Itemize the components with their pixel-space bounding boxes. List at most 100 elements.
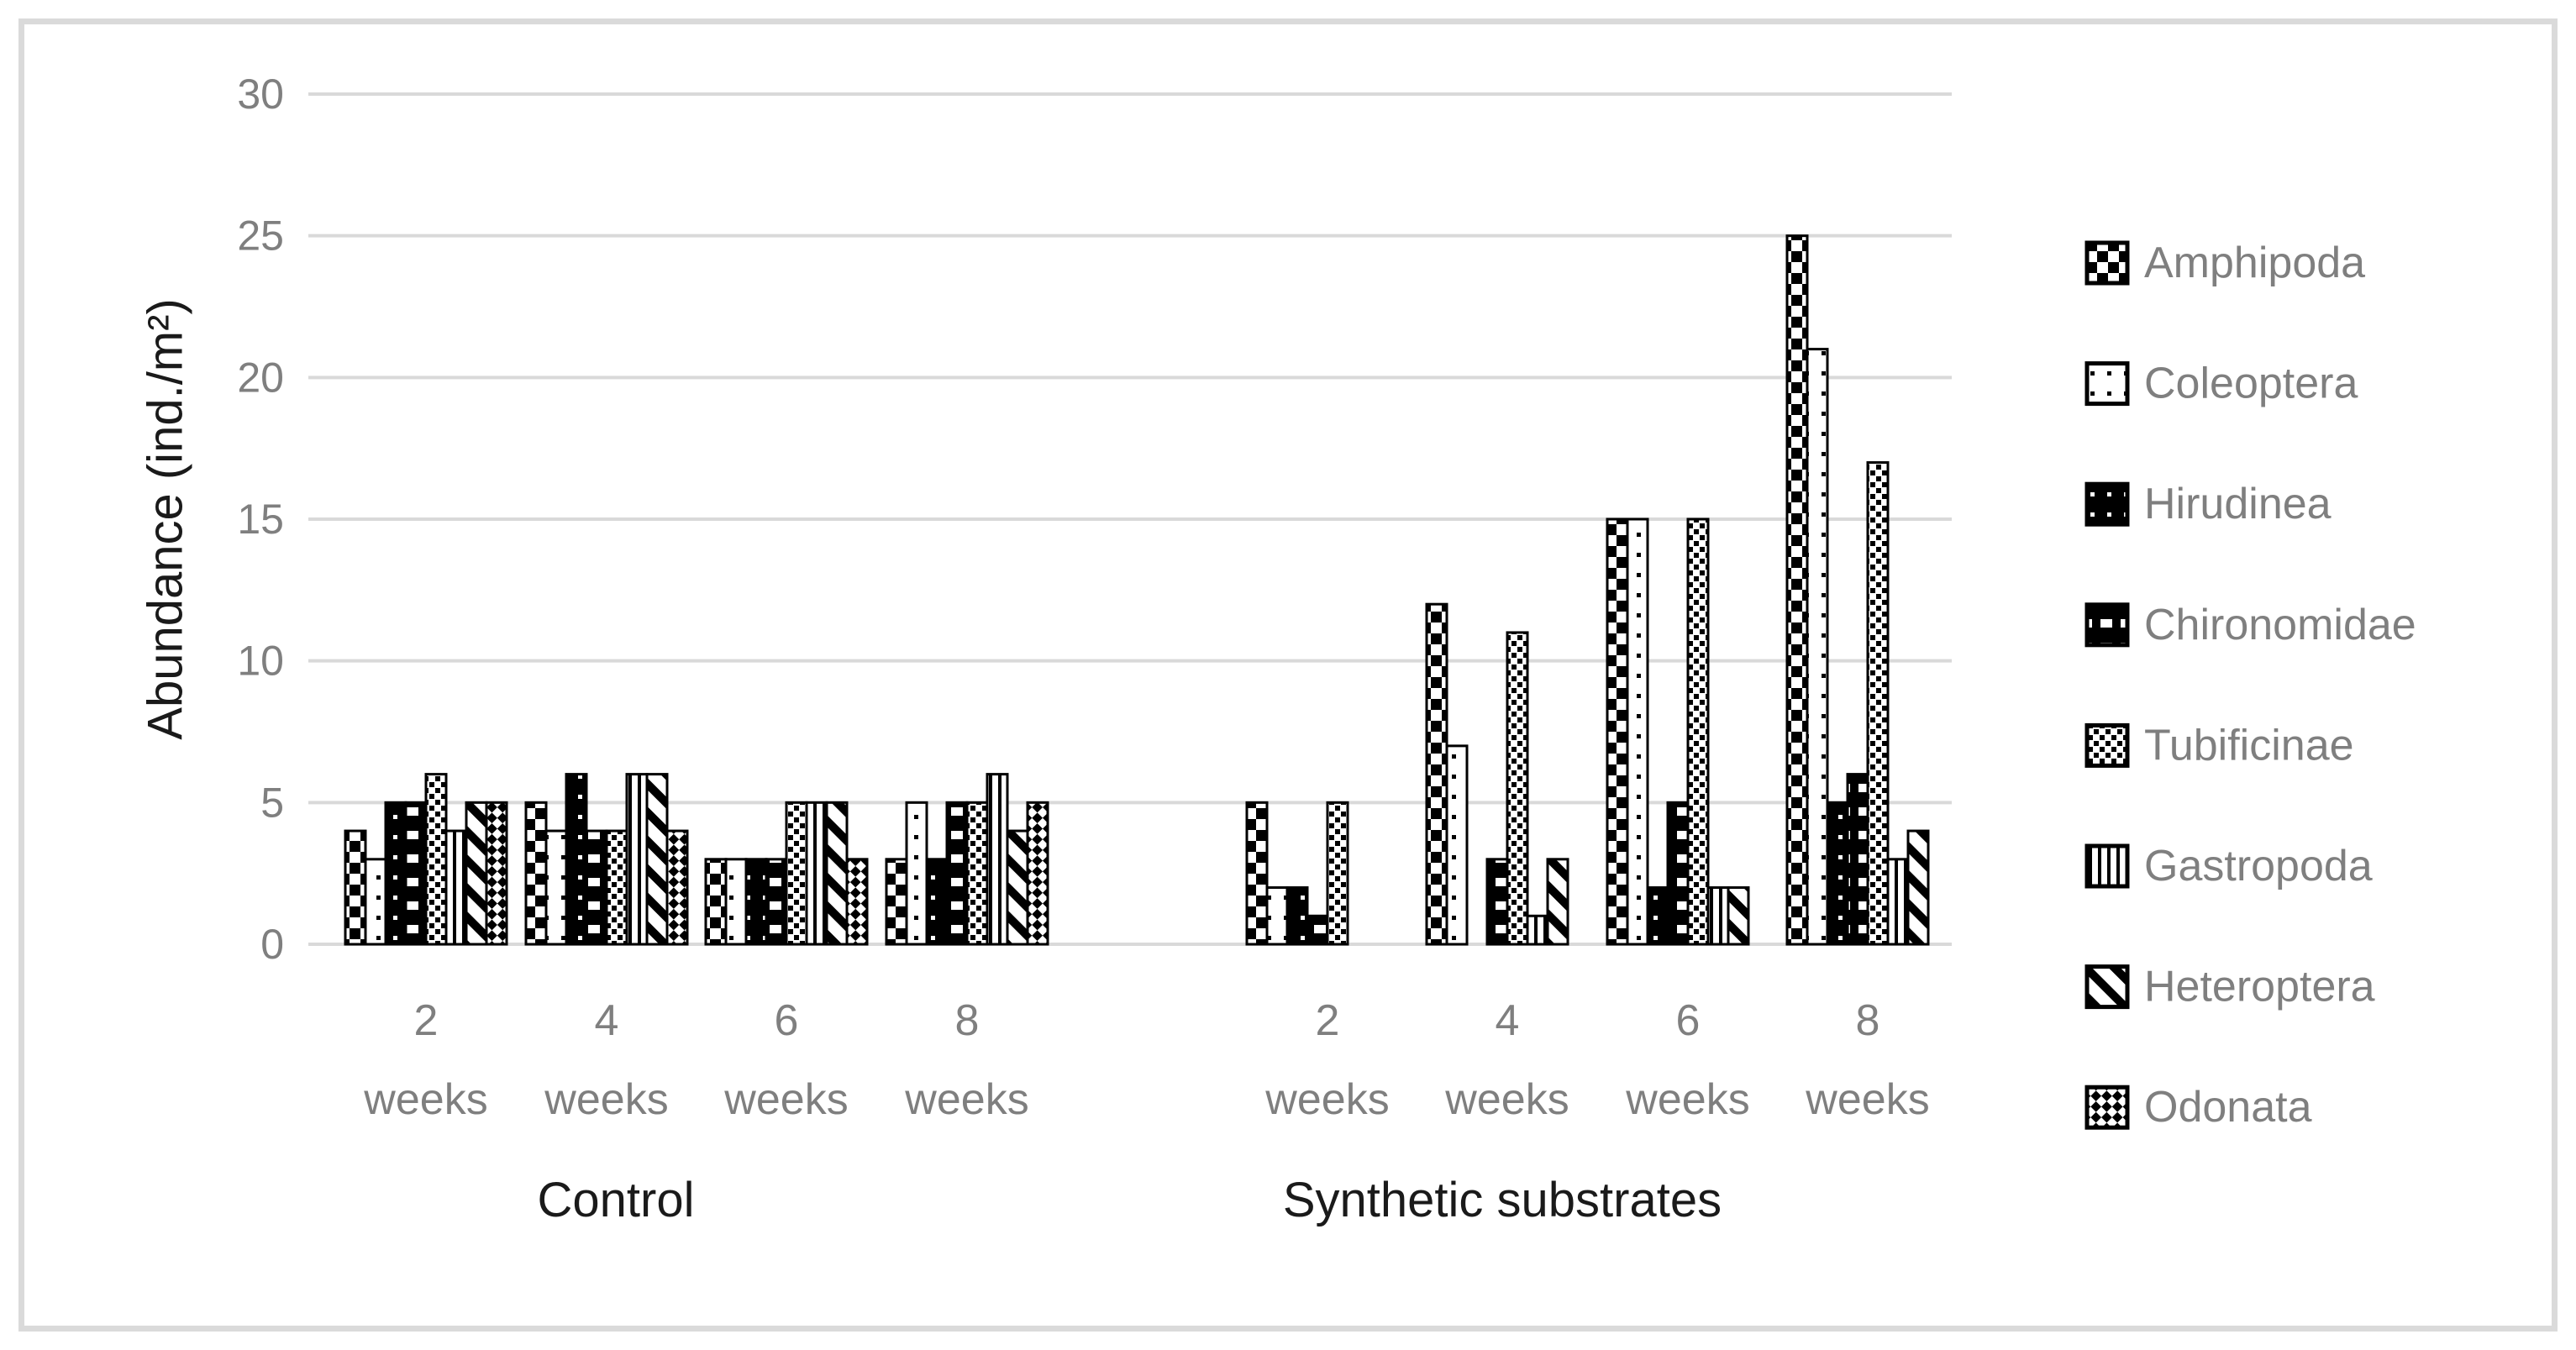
y-axis-title: Abundance (ind./m²) — [139, 298, 193, 739]
bar-odonata-2-weeks — [485, 801, 508, 946]
legend-label: Heteroptera — [2144, 963, 2375, 1011]
x-tick-word: weeks — [363, 1075, 487, 1124]
bar-tubificinae-2-weeks — [424, 773, 448, 946]
legend-swatch-diagonal-check-icon — [2084, 1085, 2130, 1130]
bar-tubificinae-8-weeks — [1866, 461, 1890, 946]
legend-swatch-small-diag-check-icon — [2084, 722, 2130, 768]
legend-item-coleoptera: Coleoptera — [2084, 360, 2358, 408]
bar-gastropoda-8-weeks — [986, 773, 1009, 946]
bar-gastropoda-6-weeks — [805, 801, 828, 946]
bar-heteroptera-4-weeks — [1546, 858, 1569, 946]
y-tick-labels: 0 5 10 15 20 25 30 — [237, 71, 284, 968]
x-tick-word: weeks — [1805, 1075, 1929, 1124]
bar-odonata-6-weeks — [845, 858, 869, 946]
y-tick-label: 0 — [260, 921, 284, 968]
bar-hirudinea-2-weeks — [384, 801, 407, 946]
bar-amphipoda-4-weeks — [1425, 602, 1448, 946]
bar-amphipoda-8-weeks — [1785, 234, 1809, 946]
legend-item-chironomidae: Chironomidae — [2084, 601, 2416, 649]
x-tick-word: weeks — [1444, 1075, 1569, 1124]
bar-amphipoda-4-weeks — [524, 801, 548, 946]
bar-heteroptera-6-weeks — [825, 801, 849, 946]
x-tick-labels: 2 weeks 4 weeks 6 weeks 8 weeks Control 2 weeks 4 we… — [363, 996, 1929, 1227]
legend-label: Amphipoda — [2144, 239, 2365, 287]
legend-swatch-black-dots-on-white-icon — [2084, 361, 2130, 407]
legend-label: Coleoptera — [2144, 360, 2358, 408]
bar-heteroptera-6-weeks — [1727, 886, 1750, 946]
bar-hirudinea-2-weeks — [1285, 886, 1309, 946]
legend-label: Gastropoda — [2144, 842, 2373, 890]
bar-chironomidae-8-weeks — [945, 801, 969, 946]
y-tick-label: 25 — [237, 213, 284, 260]
legend-swatch-white-dots-on-black-icon — [2084, 481, 2130, 527]
bar-coleoptera-4-weeks — [1445, 744, 1469, 946]
bar-chironomidae-4-weeks — [585, 829, 608, 946]
y-tick-label: 20 — [237, 354, 284, 401]
bar-chironomidae-8-weeks — [1846, 773, 1869, 946]
y-tick-label: 15 — [237, 496, 284, 543]
bar-hirudinea-6-weeks — [1646, 886, 1669, 946]
bar-amphipoda-8-weeks — [885, 858, 908, 946]
y-tick-label: 5 — [260, 779, 284, 826]
x-tick-number: 2 — [414, 996, 439, 1045]
x-tick-number: 8 — [1856, 996, 1880, 1045]
legend-swatch-white-dash-on-black-icon — [2084, 602, 2130, 648]
x-tick-number: 6 — [775, 996, 799, 1045]
bar-odonata-4-weeks — [665, 829, 689, 946]
bar-heteroptera-8-weeks — [1906, 829, 1930, 946]
x-tick-number: 4 — [595, 996, 619, 1045]
bar-chironomidae-6-weeks — [1666, 801, 1690, 946]
bar-gastropoda-4-weeks — [625, 773, 649, 946]
bar-hirudinea-8-weeks — [925, 858, 949, 946]
bar-heteroptera-4-weeks — [645, 773, 669, 946]
bar-chironomidae-6-weeks — [765, 858, 788, 946]
bar-chironomidae-2-weeks — [404, 801, 428, 946]
bar-gastropoda-8-weeks — [1886, 858, 1910, 946]
x-tick-number: 4 — [1496, 996, 1520, 1045]
bar-coleoptera-2-weeks — [1265, 886, 1289, 946]
section-label: Synthetic substrates — [1283, 1173, 1722, 1227]
bar-chironomidae-4-weeks — [1485, 858, 1509, 946]
y-tick-label: 10 — [237, 638, 284, 685]
bar-odonata-8-weeks — [1026, 801, 1049, 946]
x-tick-word: weeks — [904, 1075, 1028, 1124]
bar-tubificinae-4-weeks — [1506, 631, 1529, 946]
bars — [344, 234, 1930, 946]
bar-coleoptera-8-weeks — [905, 801, 928, 946]
legend-item-odonata: Odonata — [2084, 1083, 2312, 1132]
legend-swatch-big-check-icon — [2084, 240, 2130, 286]
bar-heteroptera-2-weeks — [465, 801, 488, 946]
bar-amphipoda-6-weeks — [704, 858, 728, 946]
legend-item-gastropoda: Gastropoda — [2084, 842, 2373, 890]
bar-gastropoda-2-weeks — [444, 829, 468, 946]
bar-coleoptera-6-weeks — [1626, 517, 1649, 946]
x-tick-number: 8 — [955, 996, 980, 1045]
legend-item-hirudinea: Hirudinea — [2084, 480, 2332, 528]
bar-tubificinae-2-weeks — [1326, 801, 1349, 946]
bar-gastropoda-6-weeks — [1706, 886, 1730, 946]
bar-amphipoda-2-weeks — [344, 829, 367, 946]
bar-tubificinae-8-weeks — [965, 801, 989, 946]
x-tick-word: weeks — [1264, 1075, 1389, 1124]
legend-label: Hirudinea — [2144, 480, 2332, 528]
legend: Amphipoda Coleoptera Hirudinea Chironomidae… — [2084, 239, 2416, 1132]
bar-gastropoda-4-weeks — [1526, 914, 1549, 946]
legend-swatch-vertical-lines-icon — [2084, 843, 2130, 889]
bar-coleoptera-2-weeks — [364, 858, 387, 946]
bar-amphipoda-2-weeks — [1245, 801, 1269, 946]
bar-coleoptera-8-weeks — [1806, 348, 1829, 946]
bar-coleoptera-4-weeks — [544, 829, 568, 946]
x-tick-number: 6 — [1676, 996, 1701, 1045]
legend-swatch-diagonal-stripe-icon — [2084, 964, 2130, 1010]
bar-hirudinea-8-weeks — [1826, 801, 1849, 946]
bar-tubificinae-4-weeks — [605, 829, 628, 946]
bar-tubificinae-6-weeks — [785, 801, 808, 946]
x-tick-word: weeks — [723, 1075, 848, 1124]
y-tick-label: 30 — [237, 71, 284, 118]
x-tick-number: 2 — [1316, 996, 1340, 1045]
bar-tubificinae-6-weeks — [1686, 517, 1710, 946]
legend-label: Tubificinae — [2144, 721, 2354, 770]
bar-chironomidae-2-weeks — [1306, 914, 1329, 946]
legend-label: Odonata — [2144, 1083, 2312, 1132]
